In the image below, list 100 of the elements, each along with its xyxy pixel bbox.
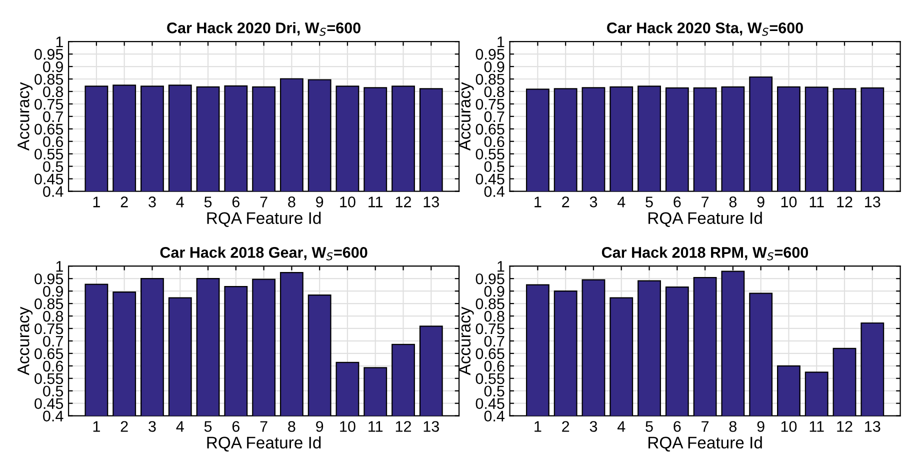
x-tick-label: 7: [260, 421, 268, 432]
x-tick-label: 11: [368, 196, 383, 208]
chart-title: Car Hack 2018 Gear, W$_{S}$=600: [160, 246, 368, 260]
x-tick-label: 7: [260, 196, 268, 208]
y-tick-label: 0.55: [476, 148, 504, 160]
x-tick-label: 2: [562, 196, 570, 208]
y-tick-label: 0.45: [476, 398, 504, 410]
y-tick-label: 0.85: [34, 74, 64, 85]
x-axis-title: RQA Feature Id: [207, 436, 321, 452]
x-tick-label: 12: [837, 196, 852, 208]
x-tick-label: 9: [757, 421, 764, 432]
y-axis-title: Accuracy: [458, 306, 474, 376]
x-tick-label: 5: [204, 421, 212, 432]
x-tick-label: 6: [674, 421, 681, 432]
chart-title: Car Hack 2018 RPM, W$_{S}$=600: [602, 246, 808, 260]
y-tick-label: 0.8: [43, 310, 64, 322]
y-tick-label: 0.9: [484, 61, 504, 72]
y-tick-label: 0.75: [34, 98, 64, 110]
y-tick-label: 0.7: [43, 336, 63, 347]
x-tick-label: 4: [617, 421, 626, 432]
x-tick-label: 9: [316, 196, 324, 208]
x-tick-label: 3: [148, 421, 156, 432]
y-tick-label: 0.85: [476, 74, 504, 85]
y-tick-label: 1: [56, 36, 63, 48]
y-axis-title: Accuracy: [458, 82, 474, 151]
y-tick-label: 0.55: [476, 373, 504, 384]
x-tick-label: 5: [646, 421, 653, 432]
y-tick-label: 0.4: [484, 410, 504, 422]
y-tick-label: 0.9: [43, 61, 63, 72]
x-tick-label: 3: [148, 196, 156, 208]
chart-title: Car Hack 2020 Dri, W$_{S}$=600: [167, 22, 360, 36]
y-tick-label: 0.8: [484, 310, 504, 322]
x-tick-label: 10: [781, 421, 797, 432]
y-tick-label: 0.7: [484, 111, 504, 122]
y-tick-label: 0.65: [34, 348, 64, 360]
x-axis-title: RQA Feature Id: [648, 436, 762, 452]
x-tick-label: 6: [674, 196, 681, 208]
y-tick-label: 0.5: [43, 386, 64, 397]
x-tick-label: 9: [757, 196, 764, 208]
y-tick-label: 0.5: [484, 161, 504, 172]
y-tick-label: 0.55: [34, 373, 64, 384]
x-tick-label: 6: [232, 421, 240, 432]
x-tick-label: 5: [646, 196, 653, 208]
x-tick-label: 12: [396, 196, 411, 208]
y-tick-label: 1: [498, 36, 504, 48]
y-tick-label: 0.65: [476, 124, 504, 135]
x-axis-title: RQA Feature Id: [648, 212, 762, 227]
y-tick-label: 0.95: [476, 273, 504, 284]
x-tick-label: 10: [781, 196, 797, 208]
x-tick-label: 13: [865, 421, 880, 432]
x-tick-label: 7: [702, 421, 709, 432]
y-tick-label: 0.5: [43, 161, 64, 172]
x-tick-label: 11: [810, 196, 824, 208]
y-tick-label: 0.9: [43, 286, 63, 297]
y-tick-label: 0.55: [34, 148, 64, 160]
x-tick-label: 10: [340, 196, 356, 208]
x-tick-label: 1: [93, 196, 100, 208]
x-tick-label: 13: [424, 196, 439, 208]
x-tick-label: 3: [590, 196, 598, 208]
x-tick-label: 1: [93, 421, 100, 432]
x-tick-label: 12: [396, 421, 411, 432]
x-tick-label: 4: [176, 196, 184, 208]
x-tick-label: 12: [837, 421, 852, 432]
y-tick-label: 0.5: [484, 386, 504, 397]
y-axis-title: Accuracy: [18, 306, 33, 376]
y-tick-label: 0.4: [43, 186, 64, 197]
x-tick-label: 2: [120, 196, 128, 208]
y-tick-label: 0.8: [43, 86, 64, 98]
y-tick-label: 0.75: [34, 323, 64, 334]
x-axis-title: RQA Feature Id: [207, 212, 321, 227]
x-tick-label: 11: [810, 421, 824, 432]
y-tick-label: 1: [56, 261, 63, 272]
x-tick-label: 8: [729, 421, 737, 432]
x-tick-label: 13: [424, 421, 439, 432]
chart-title: Car Hack 2020 Sta, W$_{S}$=600: [607, 22, 803, 36]
y-tick-label: 0.65: [34, 124, 64, 135]
y-tick-label: 0.7: [484, 336, 504, 347]
x-tick-label: 8: [288, 421, 296, 432]
y-tick-label: 0.6: [43, 360, 64, 372]
x-tick-label: 2: [120, 421, 128, 432]
y-tick-label: 0.9: [484, 286, 504, 297]
y-tick-label: 0.6: [43, 136, 64, 148]
y-tick-label: 0.85: [34, 298, 64, 310]
y-tick-label: 0.95: [476, 48, 504, 60]
y-tick-label: 0.45: [476, 174, 504, 184]
x-tick-label: 7: [702, 196, 709, 208]
x-tick-label: 1: [534, 421, 542, 432]
y-tick-label: 0.75: [476, 323, 504, 334]
y-tick-label: 0.6: [484, 136, 504, 148]
y-tick-label: 0.75: [476, 98, 504, 110]
x-tick-label: 6: [232, 196, 240, 208]
x-tick-label: 8: [729, 196, 737, 208]
x-tick-label: 4: [617, 196, 626, 208]
y-tick-label: 0.7: [43, 111, 63, 122]
x-tick-label: 10: [340, 421, 356, 432]
y-tick-label: 0.45: [34, 174, 64, 184]
x-tick-label: 1: [534, 196, 542, 208]
x-tick-label: 2: [562, 421, 570, 432]
y-tick-label: 0.95: [34, 273, 64, 284]
x-tick-label: 8: [288, 196, 296, 208]
